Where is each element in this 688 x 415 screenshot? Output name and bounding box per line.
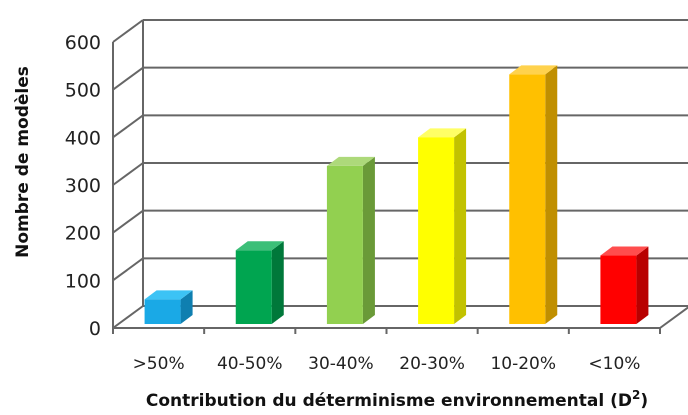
bar-top <box>600 246 649 256</box>
floor-edge <box>659 306 688 329</box>
y-axis-label: Nombre de modèles <box>13 66 33 258</box>
gridline-side <box>112 66 144 91</box>
bar <box>418 128 467 324</box>
bars <box>144 65 649 324</box>
bar <box>326 156 375 324</box>
y-tick-label: 200 <box>65 223 101 245</box>
bar <box>600 246 649 324</box>
bar-side <box>362 156 375 324</box>
bar <box>235 241 284 324</box>
x-tick-label: <10% <box>588 354 640 374</box>
bar-front <box>600 255 637 324</box>
bar-side <box>545 65 558 324</box>
bar-front <box>144 299 181 324</box>
x-tick-label: 30-40% <box>308 354 374 374</box>
x-tick-label: 20-30% <box>399 354 465 374</box>
bar-top <box>418 128 467 138</box>
bar <box>144 290 193 324</box>
bar-top <box>509 65 558 75</box>
x-tick-labels: >50% 40-50% 30-40% 20-30% 10-20% <10% <box>133 354 641 374</box>
y-tick-label: 500 <box>65 80 101 102</box>
bar-side <box>180 290 193 324</box>
y-tick-label: 600 <box>65 32 101 54</box>
y-tick-labels: 0 100 200 300 400 500 600 <box>65 32 101 340</box>
bar-front <box>509 74 546 324</box>
bar <box>509 65 558 324</box>
x-axis-label: Contribution du déterminisme environneme… <box>146 388 648 411</box>
y-tick-label: 300 <box>65 175 101 197</box>
bar-top <box>144 290 193 300</box>
gridline-side <box>112 114 144 139</box>
bar-side <box>271 241 284 324</box>
x-axis-label-end: ) <box>640 391 648 411</box>
gridline-side <box>112 305 144 329</box>
axes <box>112 20 688 334</box>
bar-side <box>636 246 649 324</box>
bar-side <box>454 128 467 324</box>
y-tick-label: 400 <box>65 127 101 149</box>
bar-top <box>326 156 375 166</box>
y-tick-label: 0 <box>89 318 101 340</box>
y-tick-label: 100 <box>65 270 101 292</box>
bar-front <box>235 250 272 324</box>
gridline-side <box>112 257 144 282</box>
gridline-side <box>112 162 144 186</box>
gridlines <box>112 19 688 329</box>
x-tick-label: 40-50% <box>217 354 283 374</box>
x-tick-label: >50% <box>133 354 185 374</box>
bar-top <box>235 241 284 251</box>
x-axis-label-main: Contribution du déterminisme environneme… <box>146 391 632 411</box>
x-axis-label-superscript: 2 <box>632 388 640 402</box>
gridline-side <box>112 19 144 43</box>
x-tick-label: 10-20% <box>490 354 556 374</box>
bar-front <box>418 137 455 324</box>
bar-front <box>326 165 363 324</box>
gridline-side <box>112 209 144 234</box>
